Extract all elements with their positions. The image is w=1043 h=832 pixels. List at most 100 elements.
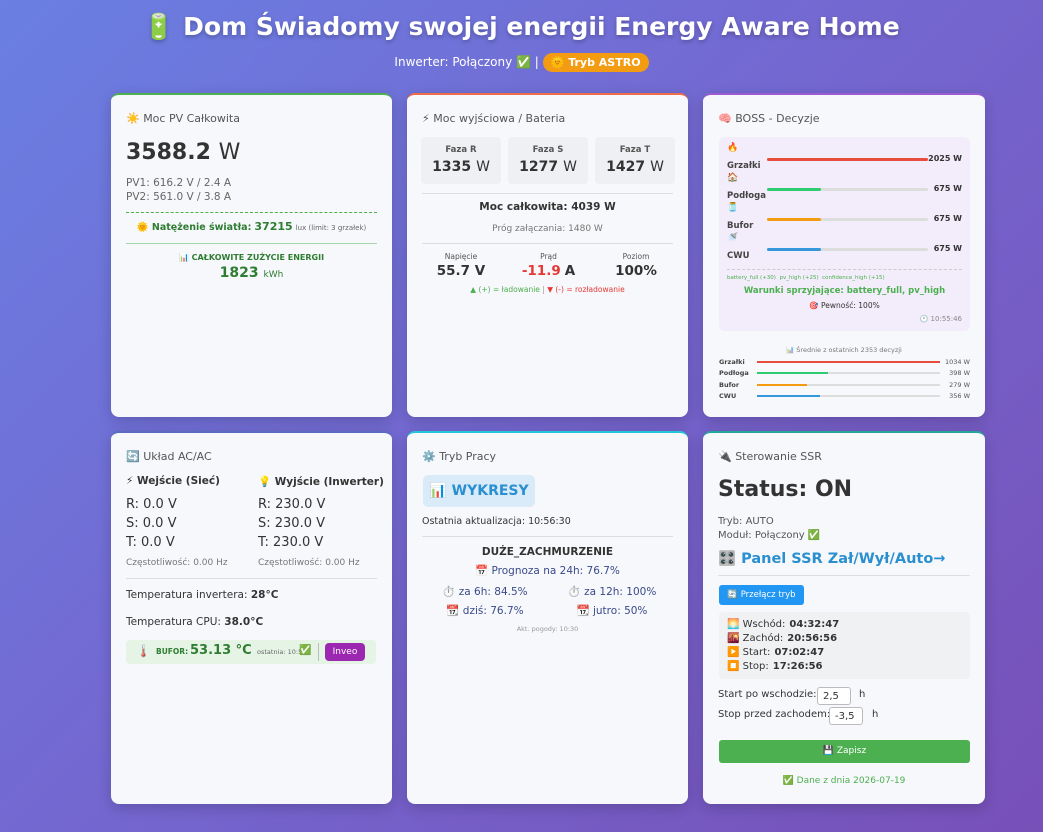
save-button[interactable]: 💾 Zapisz <box>719 740 970 763</box>
forecast: 📅 Prognoza na 24h: 76.7% <box>475 565 620 577</box>
pv-card: ☀️ Moc PV Całkowita 3588.2 W PV1: 616.2 … <box>111 93 392 417</box>
page-title: 🔋 Dom Świadomy swojej energii Energy Awa… <box>143 12 900 41</box>
voltage: T: 0.0 V <box>126 535 175 550</box>
factor: pv_high (+25) <box>779 275 819 281</box>
data-date: ✅ Dane z dnia 2026-07-19 <box>782 776 906 786</box>
avg-power: 356 W <box>949 392 970 400</box>
voltage: R: 0.0 V <box>126 497 177 512</box>
phase-value: 1335 <box>432 159 472 175</box>
buffer-ok: ✅ <box>299 645 312 656</box>
ssr-card: 🔌 Sterowanie SSR Status: ON Tryb: AUTO M… <box>703 431 985 804</box>
cpu-temp: Temperatura CPU: 38.0°C <box>126 616 263 628</box>
card-title: ⚙️ Tryb Pracy <box>422 450 497 463</box>
value: -11.9 <box>521 263 561 279</box>
forecast-item: ⏱️ za 6h: 84.5% <box>442 586 528 598</box>
input-heading: ⚡ Wejście (Sieć) <box>126 475 220 487</box>
input-lines: R: 0.0 V S: 0.0 V T: 0.0 V <box>126 495 177 552</box>
output-card: ⚡ Moc wyjściowa / Bateria Moc całkowita:… <box>407 93 688 417</box>
forecast-item: 📆 dziś: 76.7% <box>446 605 524 617</box>
label: Temperatura invertera: <box>126 589 248 601</box>
device-bar <box>767 248 928 251</box>
sun-time: 17:26:56 <box>772 661 823 672</box>
mode-badge[interactable]: 🌞 Tryb ASTRO <box>542 53 649 72</box>
phase-label: Faza T <box>619 145 651 155</box>
buffer-label: BUFOR: <box>156 647 189 656</box>
pv-power-value: 3588.2 <box>126 140 211 165</box>
card-title: ⚡ Moc wyjściowa / Bateria <box>422 112 566 125</box>
output-freq: Częstotliwość: 0.00 Hz <box>258 558 360 568</box>
total-power: Moc całkowita: 4039 W <box>479 201 616 213</box>
buffer-value: 53.13 °C <box>190 643 252 658</box>
energy: 1823 kWh <box>111 265 392 281</box>
battery-label: Napięcie <box>444 252 478 261</box>
phase-label: Faza R <box>445 145 477 155</box>
avg-bar <box>757 395 940 397</box>
card-title: 🧠 BOSS - Decyzje <box>718 112 820 125</box>
stop-input[interactable]: -3,5 <box>829 707 863 725</box>
legend-charge: ▲ (+) = ładowanie <box>470 285 540 294</box>
avg-title: 📊 Średnie z ostatnich 2353 decyzji <box>786 346 902 354</box>
factor: confidence_high (+15) <box>822 275 885 281</box>
voltage: T: 230.0 V <box>258 535 324 550</box>
battery-label: Poziom <box>622 252 650 261</box>
pv-power-unit: W <box>218 140 241 165</box>
ssr-module: Moduł: Połączony ✅ <box>718 530 821 541</box>
inveo-button[interactable]: Inveo <box>325 643 365 661</box>
battery-label: Prąd <box>540 252 557 261</box>
pv2: PV2: 561.0 V / 3.8 A <box>126 191 232 203</box>
device-power: 675 W <box>933 184 962 193</box>
avg-name: Podłoga <box>719 369 749 377</box>
phase-unit: W <box>563 159 577 175</box>
phase-unit: W <box>650 159 664 175</box>
inverter-status: Inwerter: Połączony ✅ | <box>394 55 539 69</box>
phase-box: Faza R 1335 W <box>421 137 501 184</box>
decision-box: battery_full (+30) pv_high (+25) confide… <box>719 137 970 331</box>
label: Temperatura CPU: <box>126 616 221 628</box>
phase-power: 1335 W <box>421 159 501 175</box>
voltage: S: 230.0 V <box>258 516 326 531</box>
factor: battery_full (+30) <box>727 275 776 281</box>
device-bar <box>767 218 928 221</box>
panel-link[interactable]: 🎛️ Panel SSR Zał/Wył/Auto→ <box>718 551 946 567</box>
decision-time: 🕐 10:55:46 <box>919 315 962 323</box>
energy-label: 📊 CAŁKOWITE ZUŻYCIE ENERGII <box>178 253 325 262</box>
phase-box: Faza S 1277 W <box>508 137 588 184</box>
start-label: Start po wschodzie: <box>718 689 817 700</box>
toggle-button[interactable]: 🔄 Przełącz tryb <box>719 585 804 605</box>
pv-power: 3588.2 W <box>126 140 240 165</box>
mode-card: ⚙️ Tryb Pracy 📊 WYKRESY Ostatnia aktuali… <box>407 431 688 804</box>
device-name: Bufor <box>727 221 754 231</box>
voltage: R: 230.0 V <box>258 497 326 512</box>
device-name: Podłoga <box>727 191 766 201</box>
device-power: 2025 W <box>928 154 962 163</box>
avg-power: 398 W <box>949 369 970 377</box>
battery-value: -11.9 A <box>504 263 594 279</box>
value: 100% <box>615 263 657 279</box>
sun-row: ▶️ Start: 07:02:47 <box>727 647 824 658</box>
hour-unit: h <box>872 709 879 720</box>
device-icon: 🫙 <box>727 203 739 213</box>
avg-bar <box>757 372 940 374</box>
legend: ▲ (+) = ładowanie | ▼ (-) = rozładowanie <box>407 285 688 294</box>
conditions: Warunki sprzyjające: battery_full, pv_hi… <box>743 286 946 296</box>
device-bar <box>767 158 928 161</box>
avg-name: Grzałki <box>719 358 745 366</box>
device-power: 675 W <box>933 214 962 223</box>
sun-label: ▶️ Start: <box>727 647 771 658</box>
input-freq: Częstotliwość: 0.00 Hz <box>126 558 228 568</box>
acac-card: 🔄 Układ AC/AC ⚡ Wejście (Sieć) 💡 Wyjście… <box>111 431 392 804</box>
device-name: Grzałki <box>727 161 761 171</box>
pv1: PV1: 616.2 V / 2.4 A <box>126 177 232 189</box>
charts-button[interactable]: 📊 WYKRESY <box>423 475 535 507</box>
output-lines: R: 230.0 V S: 230.0 V T: 230.0 V <box>258 495 325 552</box>
threshold: Próg załączania: 1480 W <box>492 224 603 234</box>
avg-power: 279 W <box>949 381 970 389</box>
device-icon: 🔥 <box>727 143 739 153</box>
weather-updated: Akt. pogody: 10:30 <box>516 625 579 633</box>
output-heading: 💡 Wyjście (Inwerter) <box>258 476 384 488</box>
phase-power: 1277 W <box>508 159 588 175</box>
device-icon: 🚿 <box>727 233 739 243</box>
phase-label: Faza S <box>532 145 564 155</box>
start-input[interactable]: 2,5 <box>817 687 851 705</box>
